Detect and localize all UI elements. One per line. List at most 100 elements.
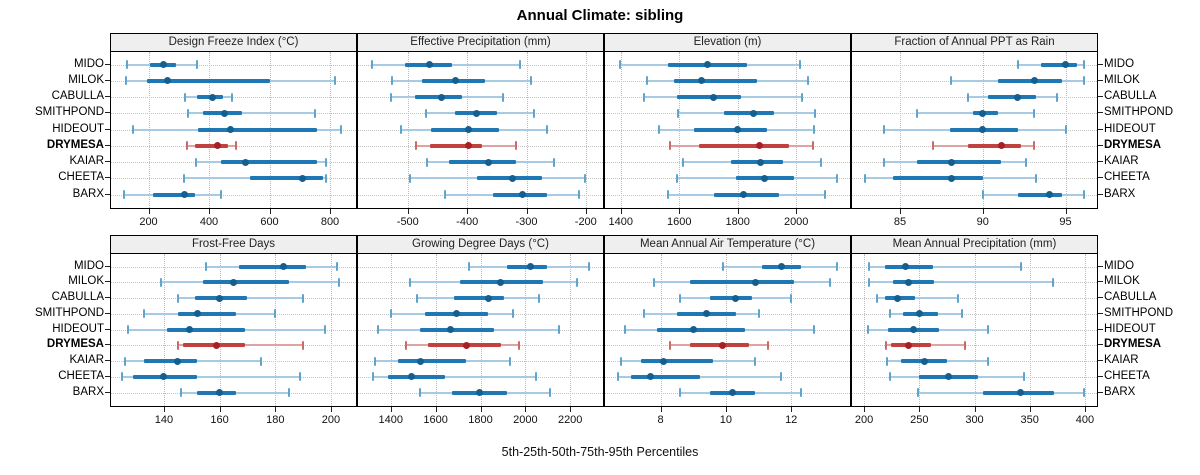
cap-5th: [143, 309, 146, 319]
y-tick-mark: [105, 344, 110, 346]
x-tick-label: 85: [893, 216, 907, 228]
median-dot: [497, 278, 505, 286]
median-dot: [437, 93, 445, 101]
cap-5th: [418, 388, 421, 397]
site-label: HIDEOUT: [52, 322, 104, 335]
median-dot: [519, 191, 527, 198]
median-dot: [728, 389, 736, 396]
cap-95th: [1056, 92, 1059, 102]
median-dot: [734, 126, 742, 133]
cap-95th: [324, 173, 327, 183]
cap-95th: [517, 340, 520, 350]
figure-title: Annual Climate: sibling: [516, 7, 684, 24]
bar-25-75: [195, 143, 229, 148]
cap-5th: [126, 325, 129, 334]
site-label: CABULLA: [51, 291, 104, 303]
cap-95th: [956, 293, 959, 303]
cap-5th: [885, 340, 888, 350]
panel-title: Mean Annual Air Temperature (°C): [639, 238, 816, 250]
y-tick-mark: [105, 297, 110, 298]
cap-5th: [653, 277, 655, 287]
cap-95th: [302, 293, 305, 303]
cap-95th: [757, 309, 760, 319]
bar-25-75: [202, 280, 290, 285]
x-tick-mark: [725, 407, 727, 412]
cap-5th: [123, 190, 126, 199]
h-gridline: [111, 64, 356, 66]
cap-5th: [126, 60, 128, 69]
x-tick-mark: [919, 407, 921, 412]
median-dot: [216, 389, 224, 396]
x-tick-label: 8: [657, 414, 664, 426]
x-tick-label: 10: [719, 414, 733, 426]
cap-5th: [425, 157, 428, 167]
cap-5th: [185, 141, 188, 151]
x-tick-label: 95: [1059, 216, 1072, 228]
site-label: DRYMESA: [46, 338, 104, 351]
cap-95th: [823, 190, 826, 199]
cap-95th: [1051, 277, 1054, 287]
cap-95th: [502, 92, 505, 102]
median-dot: [660, 357, 668, 365]
cap-95th: [313, 108, 316, 118]
x-tick-mark: [1029, 407, 1031, 412]
cap-95th: [577, 190, 580, 199]
median-dot: [164, 77, 172, 85]
y-tick-mark: [105, 177, 110, 179]
cap-95th: [806, 76, 809, 86]
y-tick-mark: [105, 281, 110, 283]
y-tick-mark: [1098, 344, 1103, 346]
x-tick-label: 160: [210, 414, 229, 426]
site-label: MIDO: [1104, 57, 1135, 70]
median-dot: [220, 109, 228, 117]
cap-95th: [1034, 173, 1037, 183]
x-tick-label: -200: [574, 216, 597, 228]
cap-95th: [518, 60, 521, 69]
median-dot: [750, 109, 757, 117]
cap-5th: [160, 277, 163, 287]
panel-plot: [851, 253, 1098, 407]
y-tick-mark: [1098, 391, 1103, 393]
x-tick-label: 250: [910, 414, 929, 426]
bar-25-75: [631, 374, 700, 379]
cap-95th: [961, 309, 964, 319]
bar-25-75: [987, 95, 1036, 99]
whisker-5-95: [868, 265, 1021, 268]
median-dot: [751, 278, 759, 286]
cap-5th: [915, 108, 918, 118]
panel-plot: [604, 51, 851, 209]
median-dot: [185, 326, 193, 333]
cap-95th: [1082, 76, 1085, 86]
h-gridline: [852, 298, 1097, 299]
cap-5th: [121, 372, 124, 382]
bar-25-75: [1040, 62, 1078, 67]
cap-95th: [288, 388, 291, 397]
cap-95th: [588, 262, 591, 271]
cap-5th: [917, 388, 920, 397]
median-dot: [407, 373, 415, 381]
panel-plot: [110, 51, 357, 209]
site-label: CABULLA: [1104, 90, 1157, 102]
x-tick-mark: [148, 209, 150, 214]
median-dot: [689, 326, 697, 333]
y-tick-mark: [1098, 79, 1103, 81]
h-gridline: [852, 345, 1097, 347]
median-dot: [193, 310, 201, 318]
x-tick-label: 200: [321, 414, 341, 426]
cap-95th: [798, 60, 801, 69]
bar-25-75: [388, 374, 445, 379]
median-dot: [526, 263, 534, 270]
site-label: BARX: [1104, 187, 1136, 200]
h-gridline: [111, 194, 356, 196]
cap-95th: [1082, 190, 1085, 199]
y-tick-mark: [1098, 375, 1103, 377]
site-label: CHEETA: [1104, 369, 1150, 382]
x-tick-mark: [435, 407, 437, 412]
x-tick-label: 2000: [513, 414, 538, 426]
cap-95th: [508, 356, 511, 366]
median-dot: [719, 341, 727, 349]
cap-5th: [186, 108, 189, 118]
median-dot: [214, 142, 221, 150]
panel-title: Design Freeze Index (°C): [168, 36, 299, 48]
site-label: DRYMESA: [46, 138, 104, 151]
